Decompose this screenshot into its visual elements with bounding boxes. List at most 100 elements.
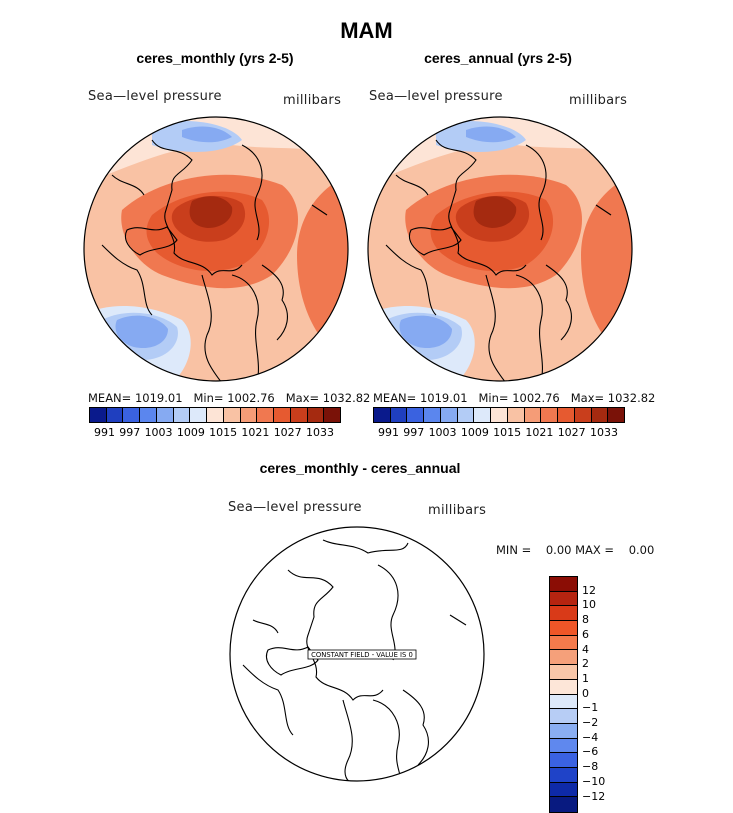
diff-colorbar-tick-label: 4	[582, 642, 589, 656]
units-label-right: millibars	[569, 93, 628, 108]
colorbar-tick-label: 1015	[493, 426, 522, 439]
coastlines-diff	[242, 539, 467, 781]
colorbar-swatch	[608, 408, 625, 422]
panel-title-right: ceres_annual (yrs 2-5)	[424, 50, 572, 66]
colorbar-swatch	[558, 408, 575, 422]
polar-map-diff: CONSTANT FIELD - VALUE IS 0	[229, 526, 485, 782]
max-value: 1032.82	[607, 391, 656, 405]
colorbar-swatch	[491, 408, 508, 422]
diff-max-value: 0.00	[628, 543, 655, 557]
min-value: 1002.76	[512, 391, 560, 405]
constant-field-text: CONSTANT FIELD - VALUE IS 0	[311, 651, 413, 659]
colorbar-swatch	[274, 408, 291, 422]
colorbar-tick-label: 1033	[305, 426, 334, 439]
mean-label: MEAN=	[373, 391, 417, 405]
stats-line-right: MEAN= 1019.01 Min= 1002.76 Max= 1032.82	[373, 391, 655, 405]
diff-colorbar-tick-label: −4	[582, 730, 599, 744]
colorbar-swatch	[123, 408, 141, 422]
diff-colorbar-swatch	[550, 679, 577, 695]
colorbar-swatch	[257, 408, 275, 422]
diff-colorbar-tick-label: −1	[582, 701, 599, 715]
diff-colorbar-swatch	[550, 694, 577, 710]
diff-colorbar-swatch	[550, 621, 577, 636]
diff-colorbar-swatch	[550, 577, 577, 592]
diff-colorbar-tick-label: 12	[582, 583, 596, 597]
diff-variable-label: Sea—level pressure	[228, 500, 362, 515]
diff-colorbar-tick-label: −2	[582, 716, 599, 729]
diff-colorbar-tick-label: 1	[582, 671, 589, 685]
diff-colorbar-tick-label: 0	[582, 686, 589, 700]
colorbar-swatch	[207, 408, 224, 422]
diff-minmax: MIN = 0.00 MAX = 0.00	[496, 543, 654, 557]
colorbar-tick-label: 1009	[460, 426, 489, 439]
colorbar-tick-label: 1015	[209, 426, 238, 439]
coastlines-left	[101, 139, 328, 381]
max-label: Max=	[285, 391, 320, 405]
colorbar-tick-label: 1027	[557, 426, 586, 439]
pressure-field-left	[84, 117, 348, 381]
diff-colorbar-tick-label: 6	[582, 627, 589, 641]
colorbar-right	[373, 407, 625, 423]
stats-line-left: MEAN= 1019.01 Min= 1002.76 Max= 1032.82	[88, 391, 370, 405]
colorbar-swatch	[156, 408, 174, 422]
colorbar-swatch	[324, 408, 341, 422]
colorbar-swatch	[106, 408, 124, 422]
diff-colorbar-tick-label: −6	[582, 745, 599, 759]
diff-colorbar-tick-label: −10	[582, 774, 606, 788]
diff-colorbar-swatch	[550, 650, 577, 666]
mean-value: 1019.01	[134, 391, 183, 405]
colorbar-tick-label: 997	[119, 426, 141, 439]
diff-min-label: MIN =	[496, 543, 532, 557]
colorbar-swatch	[223, 408, 241, 422]
colorbar-swatch	[190, 408, 208, 422]
colorbar-tick-label: 1033	[589, 426, 618, 439]
max-value: 1032.82	[322, 391, 371, 405]
coastlines-right	[385, 139, 612, 381]
colorbar-tick-label: 991	[378, 426, 399, 439]
colorbar-swatch	[90, 408, 107, 422]
colorbar-swatch	[424, 408, 441, 422]
colorbar-swatch	[457, 408, 475, 422]
min-label: Min=	[193, 391, 224, 405]
diff-colorbar-swatch	[550, 797, 577, 812]
colorbar-tick-label: 997	[403, 426, 425, 439]
min-value: 1002.76	[227, 391, 275, 405]
colorbar-tick-label: 1003	[428, 426, 457, 439]
colorbar-swatch	[173, 408, 191, 422]
colorbar-swatch	[374, 408, 391, 422]
colorbar-swatch	[440, 408, 458, 422]
mean-value: 1019.01	[419, 391, 468, 405]
colorbar-swatch	[140, 408, 157, 422]
colorbar-swatch	[290, 408, 308, 422]
min-label: Min=	[478, 391, 509, 405]
diff-colorbar-swatch	[550, 723, 577, 739]
diff-colorbar-swatch	[550, 738, 577, 754]
diff-colorbar-tick-label: −8	[582, 760, 599, 774]
colorbar-tick-label: 991	[94, 426, 115, 439]
colorbar-swatch	[307, 408, 325, 422]
diff-colorbar-swatch	[550, 591, 577, 607]
colorbar-swatch	[541, 408, 559, 422]
diff-colorbar-tick-label: 8	[582, 613, 589, 627]
diff-max-label: MAX =	[575, 543, 615, 557]
mean-label: MEAN=	[88, 391, 132, 405]
diff-units-label: millibars	[428, 503, 487, 518]
colorbar-swatch	[507, 408, 525, 422]
diff-colorbar-swatch	[550, 665, 577, 680]
diff-colorbar-tick-label: 10	[582, 598, 596, 612]
colorbar-swatch	[390, 408, 408, 422]
colorbar-tick-label: 1003	[144, 426, 173, 439]
figure-title: MAM	[340, 18, 393, 43]
polar-map-left	[83, 116, 349, 382]
diff-colorbar-swatch	[550, 767, 577, 783]
colorbar-swatch	[407, 408, 425, 422]
units-label-left: millibars	[283, 93, 342, 108]
diff-title: ceres_monthly - ceres_annual	[259, 460, 461, 476]
colorbar-swatch	[474, 408, 492, 422]
diff-colorbar-swatch	[550, 606, 577, 622]
colorbar-swatch	[524, 408, 542, 422]
colorbar-swatch	[591, 408, 609, 422]
colorbar-swatch	[574, 408, 592, 422]
diff-colorbar-swatch	[550, 709, 577, 724]
diff-colorbar-ticks: 12 10 8 6 4 2 1 0 −1 −2 −4 −6 −8 −10 −12	[582, 576, 622, 803]
